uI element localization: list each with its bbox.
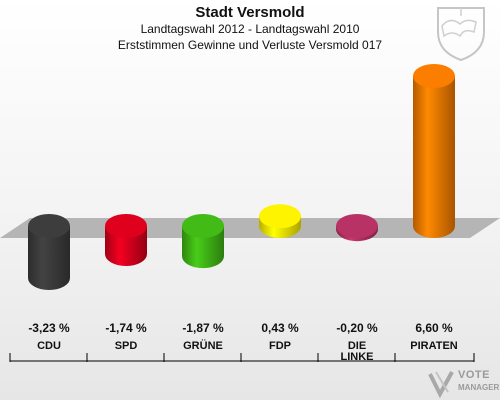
- value-label: -1,87 %: [182, 321, 224, 335]
- value-label: 0,43 %: [261, 321, 299, 335]
- bar-piraten: [413, 64, 455, 238]
- vote-manager-logo-icon: [428, 371, 454, 398]
- category-label: CDU: [37, 340, 61, 352]
- bar-die-linke: [336, 214, 378, 242]
- chart-title: Stadt Versmold: [195, 4, 305, 21]
- category-axis: [9, 353, 475, 362]
- category-label: LINKE: [341, 351, 374, 363]
- watermark-text-vote: VOTE: [458, 369, 490, 381]
- category-label: PIRATEN: [410, 340, 458, 352]
- bar-fdp: [259, 204, 301, 238]
- bar-spd: [105, 214, 147, 267]
- value-label: -1,74 %: [105, 321, 147, 335]
- bar-gr-ne: [182, 214, 224, 269]
- category-label: FDP: [269, 340, 291, 352]
- coat-of-arms-icon: [437, 7, 485, 62]
- category-label: GRÜNE: [183, 339, 223, 352]
- value-label: -3,23 %: [28, 321, 70, 335]
- value-labels-group: -3,23 % -1,74 % -1,87 % 0,43 % -0,20 % 6,60 %: [28, 321, 453, 335]
- chart-subtitle: Landtagswahl 2012 - Landtagswahl 2010: [140, 22, 360, 36]
- chart-subtitle-detail: Erststimmen Gewinne und Verluste Versmol…: [117, 38, 383, 52]
- bar-cdu: [28, 214, 70, 290]
- bars-group: [28, 64, 455, 290]
- category-label: SPD: [115, 340, 138, 352]
- value-label: 6,60 %: [415, 321, 453, 335]
- category-label: DIE: [348, 340, 366, 352]
- value-label: -0,20 %: [336, 321, 378, 335]
- watermark-text-manager: MANAGER: [458, 383, 500, 392]
